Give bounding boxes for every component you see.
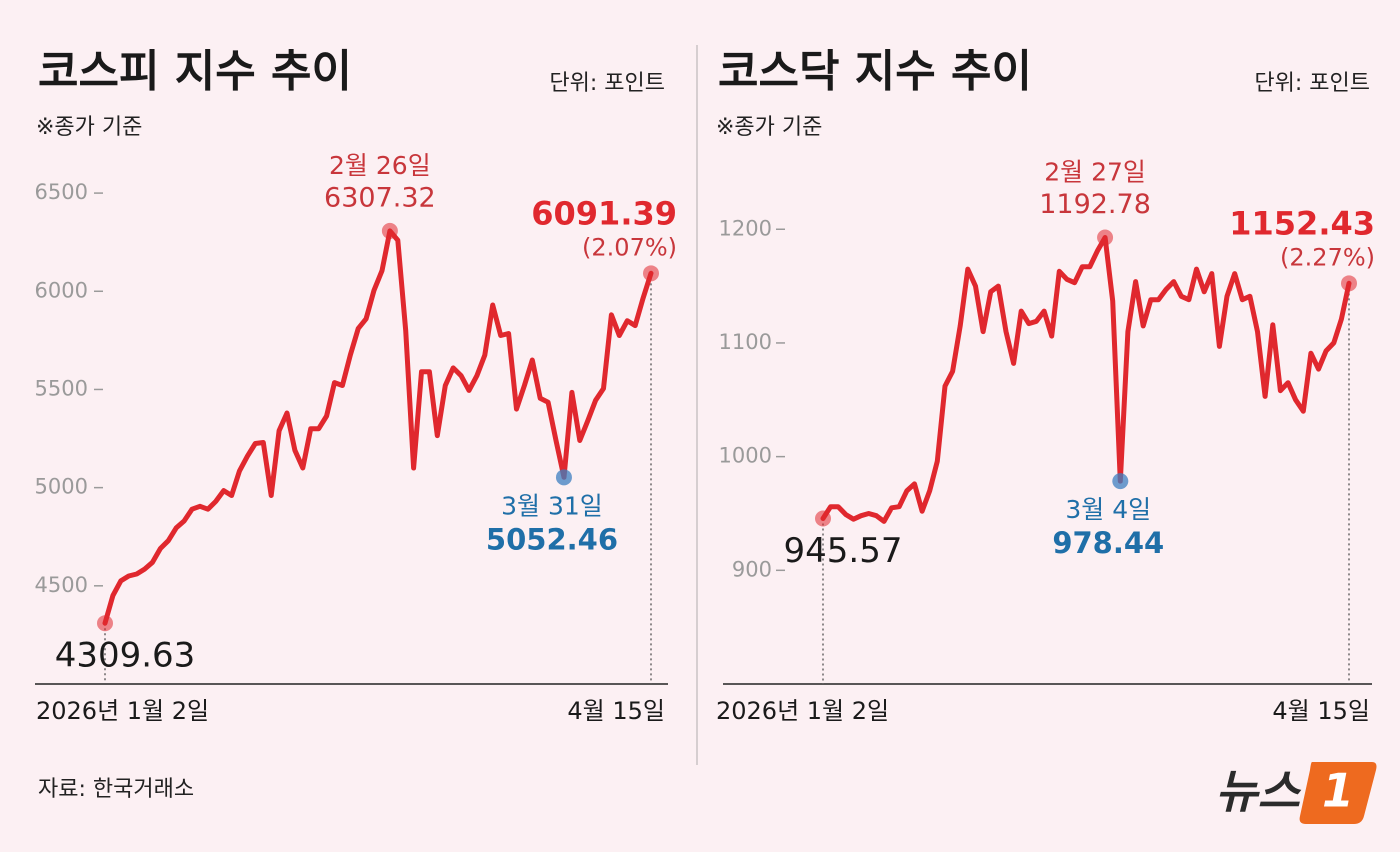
end-change: (2.27%) bbox=[1280, 243, 1375, 271]
chart-title: 코스피 지수 추이 bbox=[38, 46, 352, 97]
point-marker bbox=[643, 265, 659, 282]
note: ※종가 기준 bbox=[716, 115, 822, 140]
x-tick-label: 4월 15일 bbox=[567, 697, 665, 725]
line bbox=[102, 228, 654, 626]
y-tick-label: 5000 bbox=[35, 475, 88, 499]
source: 자료: 한국거래소 bbox=[38, 777, 194, 802]
point-marker bbox=[381, 222, 398, 239]
y-tick-label: 1100 bbox=[719, 330, 772, 354]
chart-title: 코스닥 지수 추이 bbox=[718, 46, 1032, 97]
note: ※종가 기준 bbox=[36, 115, 142, 140]
annotation-value: 5052.46 bbox=[486, 522, 618, 556]
line bbox=[820, 235, 1352, 524]
point-marker bbox=[815, 510, 831, 527]
point-marker bbox=[1112, 473, 1129, 490]
end-label: 1152.43 bbox=[1229, 204, 1375, 242]
annotation-date: 3월 31일 bbox=[501, 491, 603, 520]
end-label: 6091.39 bbox=[531, 194, 677, 232]
unit-label: 단위: 포인트 bbox=[1254, 71, 1370, 96]
x-tick-label: 2026년 1월 2일 bbox=[36, 697, 209, 725]
y-tick-label: 1000 bbox=[719, 444, 772, 468]
y-tick-label: 900 bbox=[732, 557, 772, 581]
annotation-date: 2월 27일 bbox=[1044, 157, 1146, 186]
unit-label: 단위: 포인트 bbox=[549, 71, 665, 96]
x-tick-label: 4월 15일 bbox=[1272, 697, 1370, 725]
start-label: 4309.63 bbox=[55, 636, 196, 676]
logo-badge bbox=[1299, 762, 1377, 824]
point-marker bbox=[97, 615, 113, 632]
annotation-value: 1192.78 bbox=[1039, 189, 1151, 220]
end-change: (2.07%) bbox=[582, 233, 677, 261]
annotation-date: 3월 4일 bbox=[1065, 495, 1151, 524]
annotation-value: 978.44 bbox=[1052, 526, 1164, 560]
x-tick-label: 2026년 1월 2일 bbox=[716, 697, 889, 725]
point-marker bbox=[1097, 229, 1114, 246]
logo-mark: 1 bbox=[1322, 764, 1354, 818]
point-marker bbox=[555, 469, 572, 486]
logo-text: 뉴스 bbox=[1215, 765, 1301, 819]
y-tick-label: 6000 bbox=[35, 278, 88, 302]
y-tick-label: 5500 bbox=[35, 376, 88, 400]
y-tick-label: 1200 bbox=[719, 216, 772, 240]
y-tick-label: 6500 bbox=[35, 180, 88, 204]
point-marker bbox=[1341, 275, 1357, 292]
annotation-value: 6307.32 bbox=[324, 182, 436, 213]
y-tick-label: 4500 bbox=[35, 573, 88, 597]
start-label: 945.57 bbox=[784, 531, 903, 571]
annotation-date: 2월 26일 bbox=[329, 151, 431, 180]
